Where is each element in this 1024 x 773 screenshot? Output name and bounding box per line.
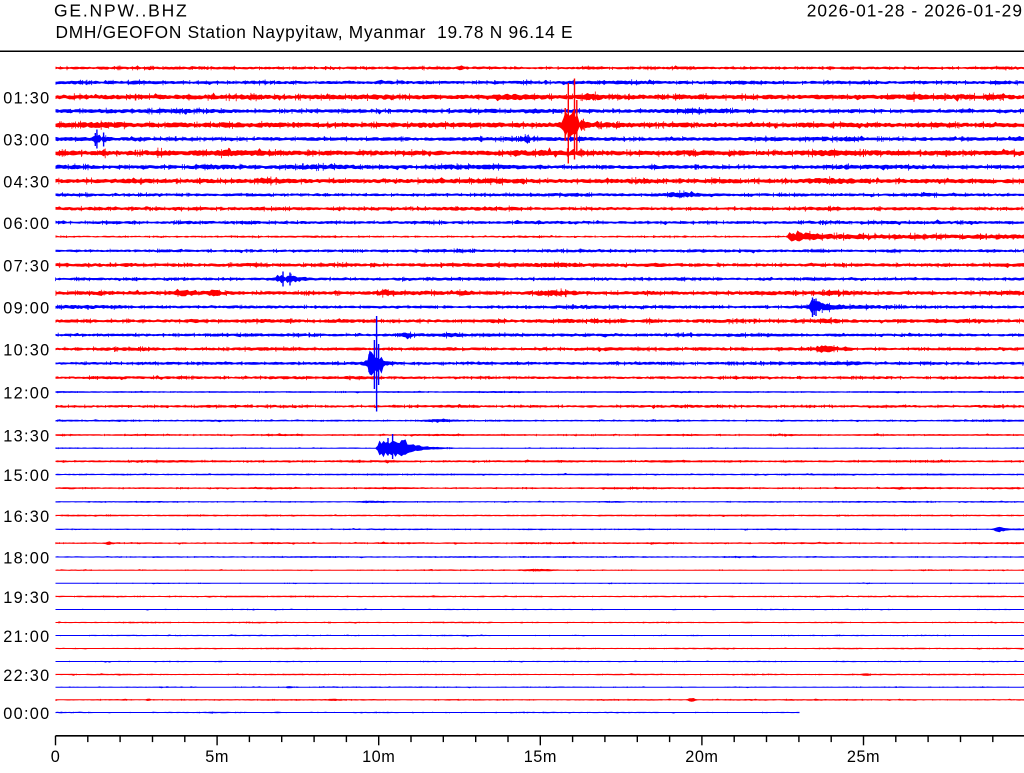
- svg-text:13:30: 13:30: [3, 428, 50, 446]
- svg-text:07:30: 07:30: [3, 258, 50, 276]
- svg-text:5m: 5m: [205, 748, 229, 766]
- svg-text:25m: 25m: [847, 748, 880, 766]
- svg-text:12:00: 12:00: [3, 385, 50, 403]
- svg-text:GE.NPW..BHZ: GE.NPW..BHZ: [54, 1, 189, 21]
- svg-text:01:30: 01:30: [3, 90, 50, 108]
- svg-text:06:00: 06:00: [3, 215, 50, 233]
- svg-text:04:30: 04:30: [3, 174, 50, 192]
- svg-text:19:30: 19:30: [3, 589, 50, 607]
- svg-text:03:00: 03:00: [3, 132, 50, 150]
- svg-text:2026-01-28 - 2026-01-29: 2026-01-28 - 2026-01-29: [807, 1, 1023, 21]
- svg-text:21:00: 21:00: [3, 628, 50, 646]
- svg-text:15:00: 15:00: [3, 467, 50, 485]
- svg-text:15m: 15m: [524, 748, 557, 766]
- svg-text:DMH/GEOFON Station Naypyitaw,: DMH/GEOFON Station Naypyitaw, Myanmar 19…: [56, 22, 574, 42]
- svg-text:0: 0: [51, 748, 61, 766]
- svg-text:18:00: 18:00: [3, 550, 50, 568]
- svg-text:20m: 20m: [685, 748, 718, 766]
- svg-text:10:30: 10:30: [3, 342, 50, 360]
- svg-text:16:30: 16:30: [3, 508, 50, 526]
- svg-text:10m: 10m: [362, 748, 395, 766]
- svg-text:22:30: 22:30: [3, 667, 50, 685]
- svg-text:09:00: 09:00: [3, 300, 50, 318]
- svg-text:00:00: 00:00: [3, 705, 50, 723]
